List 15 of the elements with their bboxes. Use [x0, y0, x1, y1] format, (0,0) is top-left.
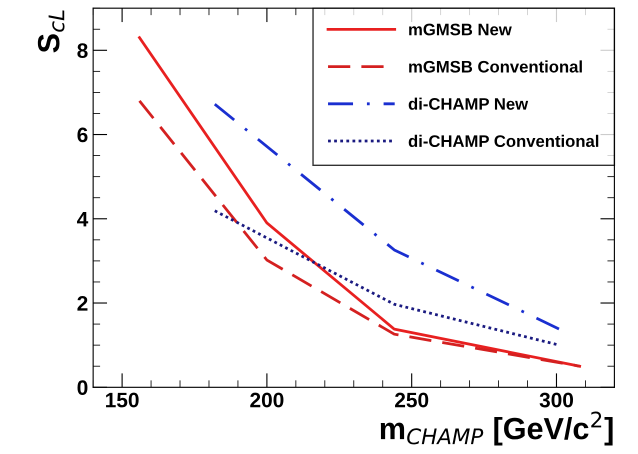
y-tick-label: 8	[77, 43, 88, 58]
x-tick-label: 150	[106, 392, 139, 408]
legend-label: mGMSB New	[409, 24, 512, 36]
x-tick-label: 200	[250, 392, 284, 408]
x-tick-label: 300	[540, 392, 574, 408]
y-tick-label: 0	[78, 380, 88, 396]
y-tick-label: 6	[77, 128, 88, 142]
x-axis-title: m$_{CHAMP}$ [GeV/c$^{2}$]	[380, 412, 613, 446]
legend-label: di-CHAMP Conventional	[408, 134, 598, 148]
y-axis-title: S$_{cL}$	[38, 10, 65, 53]
x-tick-label: 250	[395, 392, 428, 408]
legend-label: mGMSB Conventional	[409, 60, 582, 73]
legend-label: di-CHAMP New	[408, 98, 528, 110]
y-tick-label: 2	[77, 296, 88, 311]
y-tick-label: 4	[77, 212, 88, 226]
